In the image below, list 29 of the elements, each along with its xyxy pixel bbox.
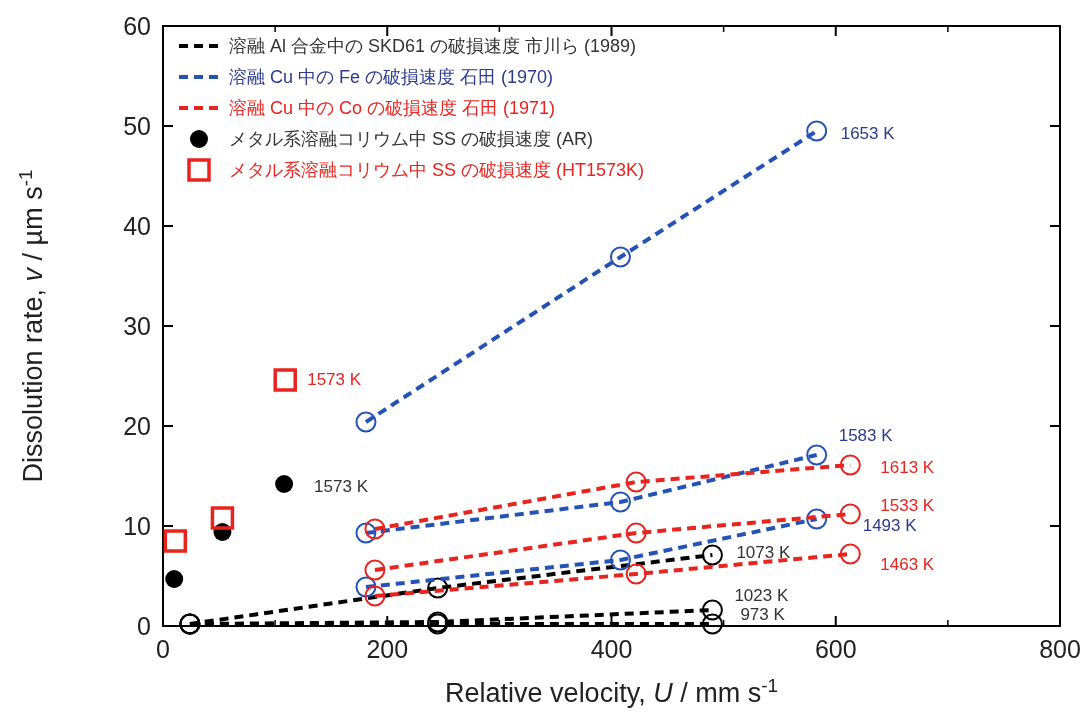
y-tick-label: 60 <box>123 12 151 40</box>
x-axis-title: Relative velocity, U / mm s$^{-1}$ <box>445 674 778 708</box>
annotation: 1583 K <box>838 426 894 445</box>
legend-label: 溶融 Cu 中の Fe の破損速度 石田 (1970) <box>229 67 554 87</box>
annotation: 1573 K <box>314 477 369 496</box>
x-tick-label: 0 <box>156 635 170 663</box>
annotation: 1073 K <box>736 543 791 562</box>
annotation: 1613 K <box>880 458 935 477</box>
annotation: 1463 K <box>880 555 935 574</box>
y-tick-label: 10 <box>123 512 151 540</box>
y-tick-label: 20 <box>123 412 151 440</box>
annotation: 1493 K <box>862 516 918 535</box>
x-tick-label: 400 <box>590 635 633 663</box>
annotation: 1533 K <box>880 496 935 515</box>
x-tick-label: 600 <box>814 635 857 663</box>
y-tick-label: 40 <box>123 212 151 240</box>
x-tick-label: 800 <box>1039 635 1081 663</box>
y-tick-label: 0 <box>137 612 151 640</box>
x-tick-label: 200 <box>366 635 409 663</box>
y-tick-label: 50 <box>123 112 151 140</box>
annotation: 1023 K <box>734 586 789 605</box>
legend-label: 溶融 Cu 中の Co の破損速度 石田 (1971) <box>229 98 556 118</box>
legend-label: メタル系溶融コリウム中 SS の破損速度 (AR) <box>229 129 594 149</box>
y-tick-label: 30 <box>123 312 151 340</box>
annotation: 1573 K <box>307 370 362 389</box>
annotation: 973 K <box>740 605 786 624</box>
legend-label: 溶融 Al 合金中の SKD61 の破損速度 市川ら (1989) <box>229 36 637 56</box>
legend-label: メタル系溶融コリウム中 SS の破損速度 (HT1573K) <box>229 160 645 180</box>
annotation: 1653 K <box>840 124 896 143</box>
